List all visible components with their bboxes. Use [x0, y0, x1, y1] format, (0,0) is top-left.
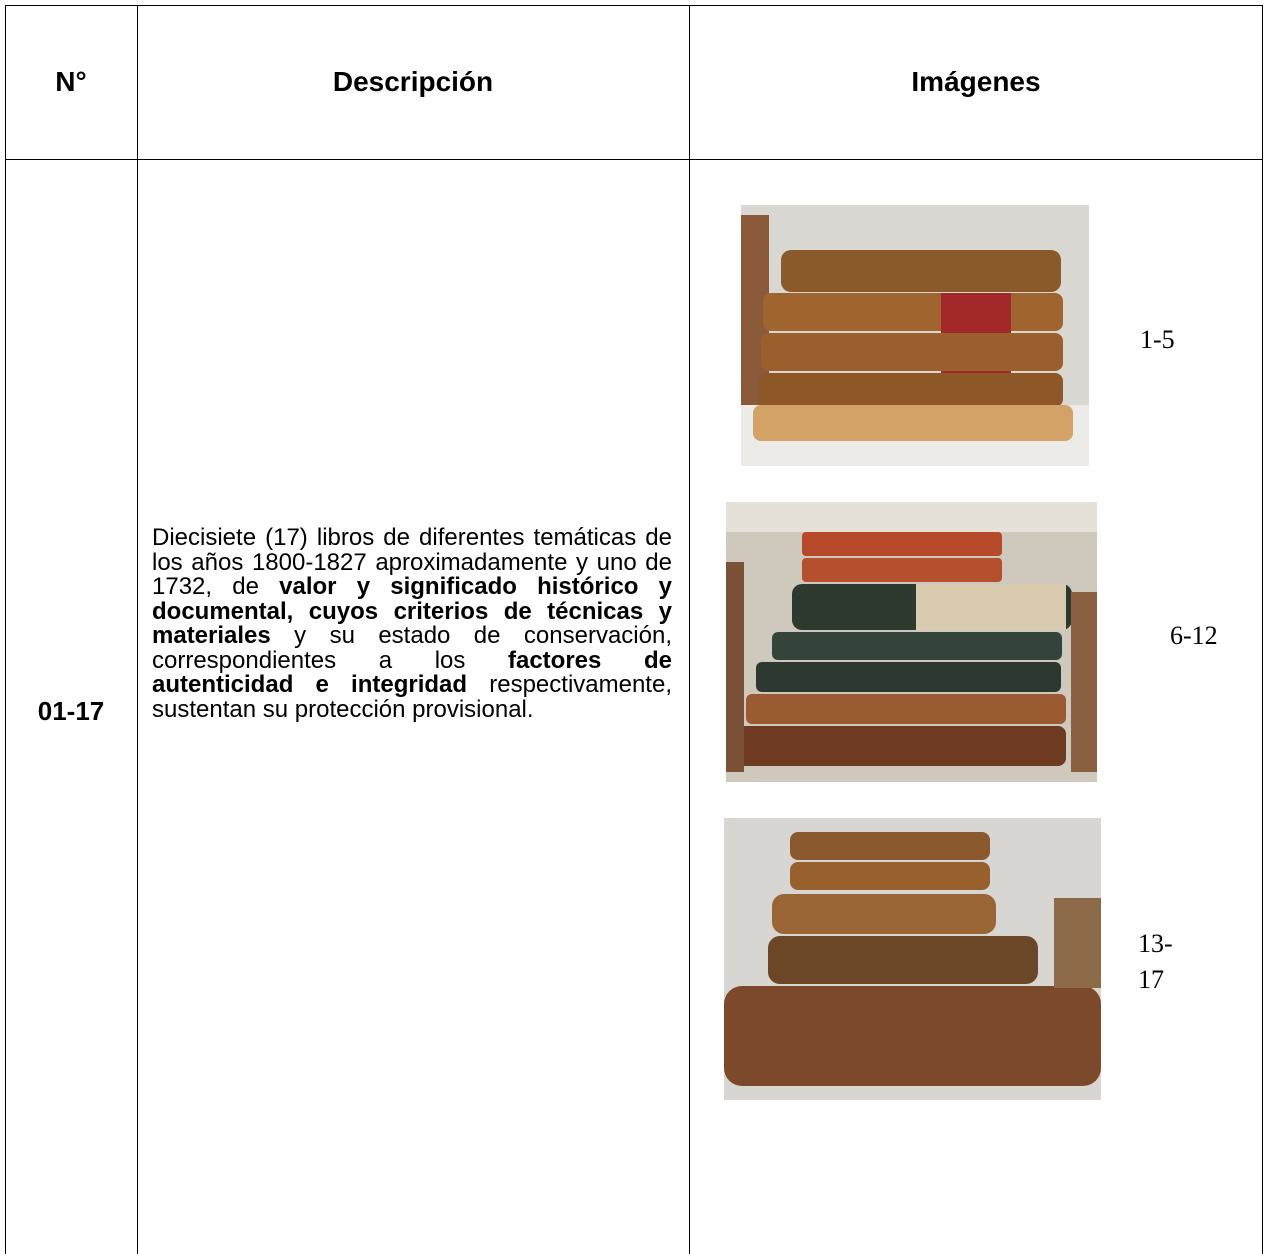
book-photo [741, 205, 1089, 466]
book-photo [726, 502, 1097, 782]
text: respectivamente, sustentan su protección… [152, 671, 672, 723]
column-border [5, 5, 6, 1254]
column-border [689, 5, 690, 1254]
bold-text: valor y significado histórico y document… [152, 573, 672, 649]
image-label: 1-5 [1140, 325, 1175, 354]
row-number: 01-17 [37, 696, 105, 726]
column-border [1262, 5, 1263, 1254]
image-label: 13-17 [1138, 929, 1173, 994]
header-cell: Imágenes [911, 66, 1041, 97]
book-photo [724, 818, 1101, 1100]
text: Diecisiete (17) libros de diferentes tem… [152, 524, 672, 600]
column-border [137, 5, 138, 1254]
description: Diecisiete (17) libros de diferentes tem… [152, 524, 672, 723]
text: y su estado de conservación, correspondi… [152, 622, 672, 674]
header-cell: Descripción [332, 66, 494, 97]
table-border [5, 5, 1263, 6]
row-border [5, 159, 1263, 160]
header-cell: N° [55, 66, 87, 97]
image-label: 6-12 [1170, 621, 1218, 650]
bold-text: factores de autenticidad e integridad [152, 646, 672, 698]
